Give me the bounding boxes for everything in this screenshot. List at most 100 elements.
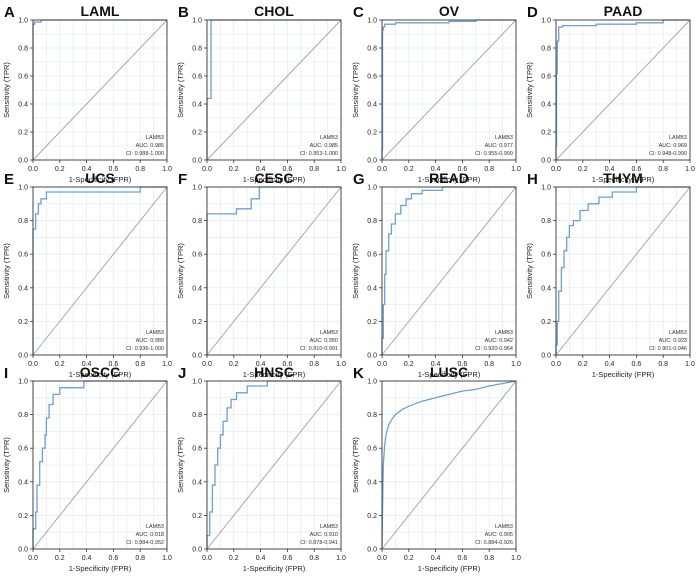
x-tick-label: 0.6: [283, 361, 293, 368]
panel-title: LUSC: [430, 364, 468, 380]
x-tick-label: 0.2: [55, 555, 65, 562]
panel-title: THYM: [603, 170, 643, 186]
ci-label: CI: 0.910-0.991: [300, 346, 338, 352]
auc-label: AUC: 0.923: [659, 338, 687, 344]
x-tick-label: 0.8: [135, 361, 145, 368]
y-axis-label: Sensitivity (TPR): [176, 243, 185, 299]
y-tick-label: 0.0: [367, 158, 377, 165]
y-tick-label: 0.2: [367, 130, 377, 137]
y-tick-label: 0.4: [192, 285, 202, 292]
reference-diagonal-line: [381, 19, 517, 161]
x-tick-label: 0.6: [109, 166, 119, 173]
y-tick-label: 1.0: [367, 379, 377, 386]
y-tick-label: 0.0: [192, 547, 202, 554]
x-axis-label: 1-Specificity (FPR): [418, 175, 481, 184]
roc-panel-i: 0.00.00.20.20.40.40.60.60.80.81.01.01-Sp…: [2, 364, 172, 573]
x-tick-label: 0.0: [377, 166, 387, 173]
x-tick-label: 0.2: [578, 166, 588, 173]
x-tick-label: 0.2: [578, 361, 588, 368]
x-tick-label: 0.0: [551, 166, 561, 173]
roc-curve: [555, 19, 690, 160]
roc-curve: [32, 380, 167, 549]
y-axis-label: Sensitivity (TPR): [351, 243, 360, 299]
x-tick-label: 0.0: [28, 361, 38, 368]
x-tick-label: 0.8: [484, 361, 494, 368]
x-axis-label: 1-Specificity (FPR): [418, 370, 481, 379]
y-tick-label: 0.4: [367, 479, 377, 486]
x-tick-label: 1.0: [685, 361, 695, 368]
panel-letter: C: [353, 4, 364, 21]
panel-title: UCS: [85, 170, 115, 186]
y-tick-label: 1.0: [541, 18, 551, 25]
x-tick-label: 0.0: [202, 361, 212, 368]
x-tick-label: 0.6: [632, 166, 642, 173]
x-tick-label: 0.8: [658, 361, 668, 368]
y-tick-label: 0.8: [18, 412, 28, 419]
auc-label: AUC: 0.942: [485, 338, 513, 344]
y-tick-label: 1.0: [18, 379, 28, 386]
y-tick-label: 0.4: [367, 285, 377, 292]
ci-label: CI: 0.936-1.000: [126, 346, 164, 352]
y-tick-label: 0.4: [541, 102, 551, 109]
y-tick-label: 0.0: [192, 158, 202, 165]
panel-letter: I: [4, 365, 8, 382]
panel-letter: G: [353, 171, 365, 188]
y-tick-label: 0.6: [18, 74, 28, 81]
panel-letter: J: [178, 365, 186, 382]
x-tick-label: 0.2: [404, 166, 414, 173]
panel-letter: E: [4, 171, 14, 188]
x-tick-label: 1.0: [162, 555, 172, 562]
x-tick-label: 0.4: [431, 361, 441, 368]
reference-diagonal-line: [555, 19, 691, 161]
y-axis-label: Sensitivity (TPR): [351, 62, 360, 118]
plot-frame: [32, 380, 168, 550]
panel-letter: A: [4, 4, 15, 21]
x-tick-label: 0.4: [82, 166, 92, 173]
plot-frame: [381, 186, 517, 356]
y-axis-label: Sensitivity (TPR): [176, 437, 185, 493]
y-tick-label: 0.0: [18, 158, 28, 165]
x-tick-label: 0.0: [377, 555, 387, 562]
x-tick-label: 0.6: [109, 361, 119, 368]
x-tick-label: 0.2: [229, 555, 239, 562]
y-tick-label: 1.0: [541, 185, 551, 192]
y-tick-label: 0.2: [192, 513, 202, 520]
x-axis-label: 1-Specificity (FPR): [69, 175, 132, 184]
y-tick-label: 0.0: [18, 353, 28, 360]
panel-title: CHOL: [254, 3, 294, 19]
legend-gene-label: LAMB3: [669, 135, 687, 141]
y-tick-label: 0.0: [541, 353, 551, 360]
y-tick-label: 0.4: [18, 285, 28, 292]
legend-gene-label: LAMB3: [495, 330, 513, 336]
x-tick-label: 0.2: [55, 361, 65, 368]
auc-label: AUC: 0.950: [310, 338, 338, 344]
legend-gene-label: LAMB3: [146, 135, 164, 141]
legend-gene-label: LAMB3: [146, 330, 164, 336]
x-tick-label: 0.6: [458, 166, 468, 173]
y-tick-label: 0.2: [367, 513, 377, 520]
y-tick-label: 1.0: [192, 18, 202, 25]
x-tick-label: 0.6: [283, 166, 293, 173]
x-tick-label: 0.0: [551, 361, 561, 368]
ci-label: CI: 0.878-0.941: [300, 540, 338, 546]
reference-diagonal-line: [381, 380, 517, 550]
plot-frame: [555, 186, 691, 356]
y-tick-label: 0.2: [18, 319, 28, 326]
reference-diagonal-line: [206, 186, 342, 356]
x-tick-label: 1.0: [336, 361, 346, 368]
roc-curve: [381, 19, 516, 160]
auc-label: AUC: 0.910: [310, 532, 338, 538]
x-axis-label: 1-Specificity (FPR): [243, 370, 306, 379]
ci-label: CI: 0.901-0.946: [649, 346, 687, 352]
x-axis-label: 1-Specificity (FPR): [592, 175, 655, 184]
roc-panel-f: 0.00.0 0.2 0.2 0.4 0.4 0.6 0.6 0.8 0.8 1.0 1.0 1-Sp…: [176, 170, 346, 379]
y-tick-label: 0.6: [192, 74, 202, 81]
auc-label: AUC: 0.985: [136, 143, 164, 149]
panel-letter: F: [178, 171, 187, 188]
panel-title: OSCC: [80, 364, 120, 380]
y-tick-label: 0.6: [192, 446, 202, 453]
x-tick-label: 1.0: [511, 361, 521, 368]
x-tick-label: 0.8: [309, 166, 319, 173]
y-axis-label: Sensitivity (TPR): [351, 437, 360, 493]
ci-label: CI: 0.948-0.990: [649, 151, 687, 157]
